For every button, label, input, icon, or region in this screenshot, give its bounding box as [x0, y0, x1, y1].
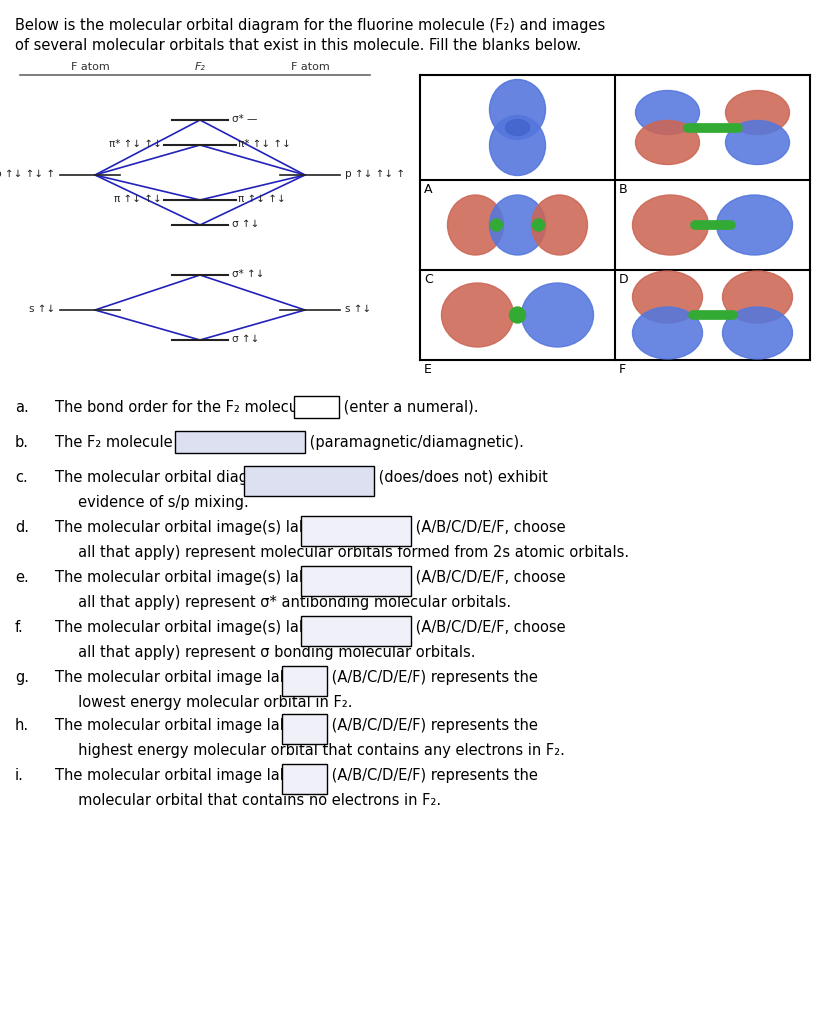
Ellipse shape: [491, 219, 502, 231]
Text: σ ↑↓: σ ↑↓: [232, 334, 259, 344]
Ellipse shape: [533, 219, 544, 231]
Text: paramagnetic: paramagnetic: [196, 435, 283, 449]
Text: The molecular orbital image labeled: The molecular orbital image labeled: [55, 718, 325, 733]
Text: evidence of s/p mixing.: evidence of s/p mixing.: [55, 495, 249, 510]
FancyBboxPatch shape: [282, 714, 327, 744]
Text: The F₂ molecule is: The F₂ molecule is: [55, 435, 194, 450]
FancyBboxPatch shape: [175, 431, 304, 453]
Text: s ↑↓: s ↑↓: [345, 304, 371, 314]
FancyBboxPatch shape: [301, 516, 410, 546]
Text: (does/does not) exhibit: (does/does not) exhibit: [374, 470, 548, 485]
Text: lowest energy molecular orbital in F₂.: lowest energy molecular orbital in F₂.: [55, 695, 353, 710]
Ellipse shape: [490, 116, 546, 175]
Text: σ* ↑↓: σ* ↑↓: [232, 269, 264, 279]
Text: (A/B/C/D/E/F) represents the: (A/B/C/D/E/F) represents the: [327, 718, 538, 733]
Text: The molecular orbital image(s) labeled: The molecular orbital image(s) labeled: [55, 620, 344, 635]
FancyBboxPatch shape: [282, 764, 327, 794]
Text: e.: e.: [15, 570, 28, 585]
Text: p ↑↓ ↑↓ ↑: p ↑↓ ↑↓ ↑: [345, 169, 405, 179]
Text: b.: b.: [15, 435, 29, 450]
Text: σ* —: σ* —: [232, 114, 257, 124]
Ellipse shape: [722, 271, 793, 323]
Text: i.: i.: [15, 768, 24, 783]
Ellipse shape: [726, 121, 789, 165]
Ellipse shape: [447, 195, 503, 255]
Ellipse shape: [722, 307, 793, 359]
Ellipse shape: [506, 120, 529, 135]
FancyBboxPatch shape: [301, 566, 410, 596]
FancyBboxPatch shape: [244, 466, 374, 496]
Text: highest energy molecular orbital that contains any electrons in F₂.: highest energy molecular orbital that co…: [55, 743, 565, 758]
Ellipse shape: [490, 80, 546, 139]
Text: π ↑↓ ↑↓: π ↑↓ ↑↓: [115, 194, 162, 204]
Text: F atom: F atom: [70, 62, 110, 72]
Text: (A/B/C/D/E/F, choose: (A/B/C/D/E/F, choose: [410, 570, 565, 585]
Text: The molecular orbital image labeled: The molecular orbital image labeled: [55, 670, 325, 685]
Ellipse shape: [509, 307, 526, 323]
Text: (A/B/C/D/E/F) represents the: (A/B/C/D/E/F) represents the: [327, 670, 538, 685]
Text: F atom: F atom: [291, 62, 329, 72]
Text: p ↑↓ ↑↓ ↑: p ↑↓ ↑↓ ↑: [0, 169, 55, 179]
Text: π* ↑↓ ↑↓: π* ↑↓ ↑↓: [238, 139, 291, 150]
Text: F: F: [619, 362, 626, 376]
FancyBboxPatch shape: [282, 666, 327, 696]
Text: The molecular orbital image(s) labeled: The molecular orbital image(s) labeled: [55, 570, 344, 585]
Ellipse shape: [490, 195, 546, 255]
Text: d.: d.: [15, 520, 29, 535]
Text: Below is the molecular orbital diagram for the fluorine molecule (F₂) and images: Below is the molecular orbital diagram f…: [15, 18, 605, 33]
Ellipse shape: [441, 283, 513, 347]
Text: all that apply) represent σ bonding molecular orbitals.: all that apply) represent σ bonding mole…: [55, 645, 476, 660]
Text: E: E: [424, 362, 432, 376]
Text: The molecular orbital image labeled: The molecular orbital image labeled: [55, 768, 325, 783]
Text: c.: c.: [15, 470, 28, 485]
Text: of several molecular orbitals that exist in this molecule. Fill the blanks below: of several molecular orbitals that exist…: [15, 38, 581, 53]
Text: (A/B/C/D/E/F, choose: (A/B/C/D/E/F, choose: [410, 520, 565, 535]
Text: F₂: F₂: [195, 62, 206, 72]
Text: g.: g.: [15, 670, 29, 685]
Text: π* ↑↓ ↑↓: π* ↑↓ ↑↓: [110, 139, 162, 150]
Ellipse shape: [633, 307, 702, 359]
Text: f.: f.: [15, 620, 23, 635]
Text: B: B: [619, 183, 628, 196]
Ellipse shape: [716, 195, 793, 255]
Text: C: C: [424, 273, 433, 286]
Ellipse shape: [633, 195, 708, 255]
Text: h.: h.: [15, 718, 29, 733]
FancyBboxPatch shape: [301, 616, 410, 646]
Ellipse shape: [522, 283, 594, 347]
Ellipse shape: [532, 195, 588, 255]
Text: (paramagnetic/diamagnetic).: (paramagnetic/diamagnetic).: [304, 435, 523, 450]
Ellipse shape: [635, 90, 700, 134]
Ellipse shape: [633, 271, 702, 323]
Text: The molecular orbital image(s) labeled: The molecular orbital image(s) labeled: [55, 520, 344, 535]
Text: does: does: [279, 471, 339, 490]
Text: D: D: [619, 273, 629, 286]
Text: A: A: [424, 183, 432, 196]
Text: π ↑↓ ↑↓: π ↑↓ ↑↓: [238, 194, 286, 204]
Text: The molecular orbital diagram: The molecular orbital diagram: [55, 470, 282, 485]
Text: (A/B/C/D/E/F, choose: (A/B/C/D/E/F, choose: [410, 620, 565, 635]
Text: 1: 1: [311, 397, 323, 417]
Ellipse shape: [635, 121, 700, 165]
Text: all that apply) represent molecular orbitals formed from 2s atomic orbitals.: all that apply) represent molecular orbi…: [55, 545, 630, 560]
Text: molecular orbital that contains no electrons in F₂.: molecular orbital that contains no elect…: [55, 793, 441, 808]
Text: (A/B/C/D/E/F) represents the: (A/B/C/D/E/F) represents the: [327, 768, 538, 783]
FancyBboxPatch shape: [294, 396, 339, 418]
Text: (enter a numeral).: (enter a numeral).: [339, 400, 479, 415]
Text: a.: a.: [15, 400, 28, 415]
Text: The bond order for the F₂ molecule is: The bond order for the F₂ molecule is: [55, 400, 333, 415]
Text: s ↑↓: s ↑↓: [28, 304, 55, 314]
Text: all that apply) represent σ* antibonding molecular orbitals.: all that apply) represent σ* antibonding…: [55, 595, 511, 610]
Text: σ ↑↓: σ ↑↓: [232, 219, 259, 229]
Ellipse shape: [726, 90, 789, 134]
